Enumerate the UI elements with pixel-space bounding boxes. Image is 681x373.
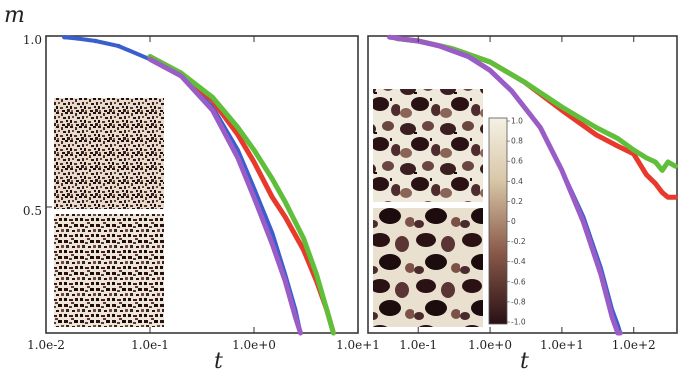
right-series-group [387, 34, 678, 336]
right-panel-frame [367, 35, 678, 334]
colorbar-label: -0.6 [511, 277, 526, 286]
right-x-axis-label: t [520, 349, 529, 373]
right-inset-bottom [372, 207, 484, 328]
left-y-tick-label: 1.0 [23, 33, 42, 47]
right-series-4-line [387, 34, 623, 336]
colorbar: 1.0 0.8 0.6 0.4 0.2 0 -0.2 -0.4 -0.6 -0.8 -1.0 [488, 117, 526, 327]
left-series-3-line [147, 54, 336, 336]
left-series-4-line [147, 56, 303, 336]
colorbar-label: 0 [511, 217, 516, 226]
left-series-1-point [62, 35, 67, 40]
left-y-tick-label: 0.5 [23, 204, 42, 218]
right-x-tick-label: 1.0e-1 [399, 338, 437, 352]
left-inset-top [53, 97, 165, 210]
left-series-1-point [75, 36, 80, 41]
colorbar-label: -0.4 [511, 257, 526, 266]
left-series-1-point [116, 43, 121, 49]
left-series-1-point [93, 38, 98, 44]
colorbar-gradient [488, 117, 508, 325]
colorbar-label: 0.8 [511, 137, 523, 146]
y-axis-label: m [4, 3, 25, 28]
right-x-tick-label: 1.0e+2 [612, 338, 656, 352]
left-inset-bottom [53, 213, 165, 328]
left-x-tick-label: 1.0e+0 [232, 338, 276, 352]
right-inset-top [372, 88, 484, 203]
colorbar-label: -0.8 [511, 297, 526, 306]
colorbar-label: 0.2 [511, 197, 523, 206]
left-x-tick-label: 1.0e-1 [131, 338, 169, 352]
colorbar-label: 0.6 [511, 157, 523, 166]
right-x-tick-label: 1.0e+0 [468, 338, 512, 352]
right-insets [371, 87, 485, 329]
colorbar-label: -1.0 [511, 318, 526, 327]
left-x-tick-label: 1.0e+1 [336, 338, 380, 352]
colorbar-label: -0.2 [511, 237, 526, 246]
right-x-tick-label: 1.0e+1 [540, 338, 584, 352]
left-series-group [62, 35, 336, 336]
left-series-2-line [147, 54, 336, 336]
left-panel-frame [45, 35, 359, 334]
colorbar-label: 1.0 [511, 117, 523, 126]
colorbar-label: 0.4 [511, 177, 523, 186]
left-x-tick-label: 1.0e-2 [27, 338, 65, 352]
left-insets [52, 96, 166, 329]
left-x-axis-label: t [214, 349, 223, 373]
